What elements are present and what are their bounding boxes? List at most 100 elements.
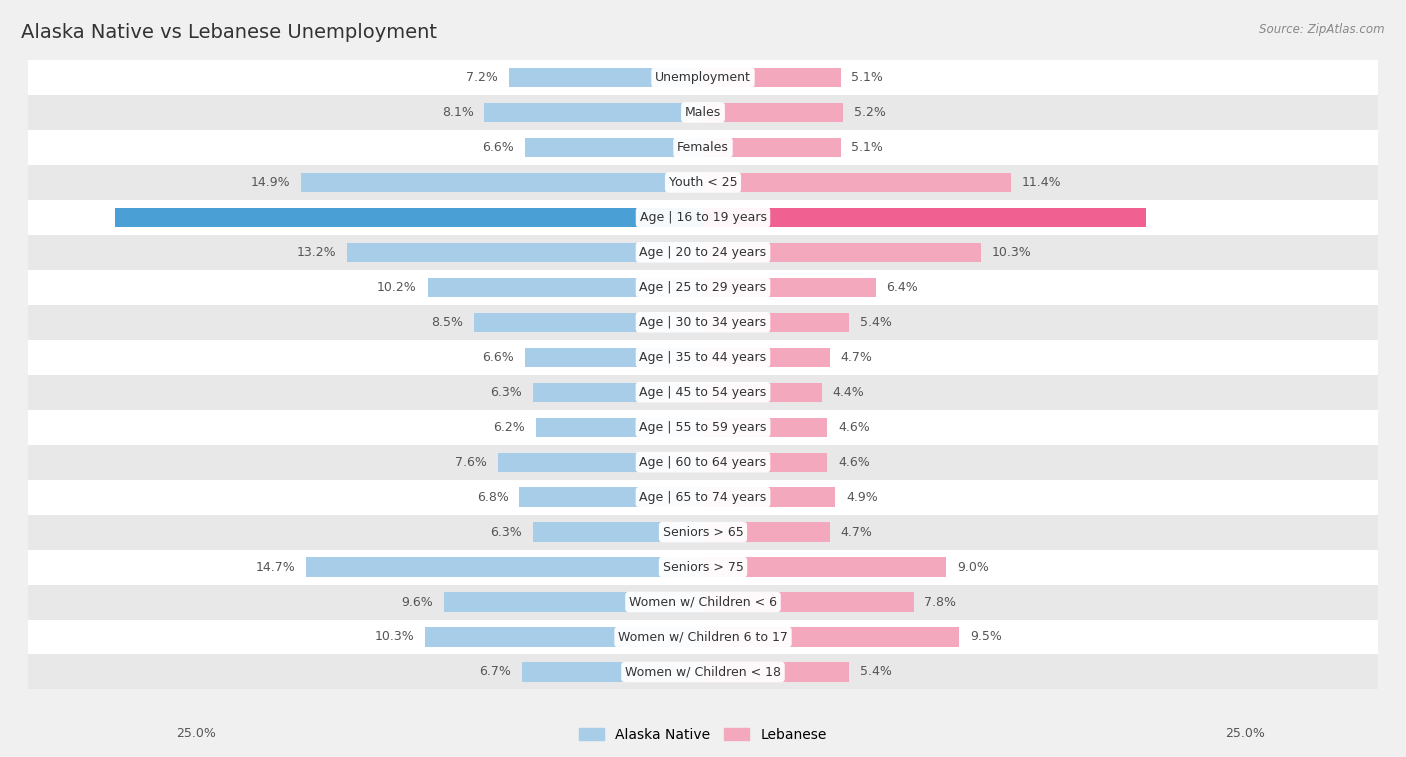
Bar <box>703 138 841 157</box>
Text: 6.6%: 6.6% <box>482 141 515 154</box>
Text: 10.3%: 10.3% <box>374 631 415 643</box>
Bar <box>28 410 1378 444</box>
Text: 6.3%: 6.3% <box>491 525 522 538</box>
Bar <box>703 207 1146 227</box>
Text: Age | 60 to 64 years: Age | 60 to 64 years <box>640 456 766 469</box>
Text: Age | 25 to 29 years: Age | 25 to 29 years <box>640 281 766 294</box>
Text: Age | 65 to 74 years: Age | 65 to 74 years <box>640 491 766 503</box>
Bar <box>28 550 1378 584</box>
Text: 7.2%: 7.2% <box>465 71 498 84</box>
Text: 14.9%: 14.9% <box>250 176 290 189</box>
Bar <box>444 593 703 612</box>
Bar <box>524 138 703 157</box>
Text: 5.4%: 5.4% <box>859 316 891 329</box>
Text: 4.7%: 4.7% <box>841 525 873 538</box>
Text: 6.6%: 6.6% <box>482 350 515 363</box>
Text: 5.2%: 5.2% <box>855 106 886 119</box>
Bar <box>703 347 830 367</box>
Bar <box>28 375 1378 410</box>
Text: Youth < 25: Youth < 25 <box>669 176 737 189</box>
Text: 4.4%: 4.4% <box>832 386 865 399</box>
Bar <box>28 655 1378 690</box>
Bar <box>28 95 1378 130</box>
Bar <box>498 453 703 472</box>
Text: Males: Males <box>685 106 721 119</box>
Text: 6.4%: 6.4% <box>887 281 918 294</box>
Bar <box>347 243 703 262</box>
Bar <box>703 382 821 402</box>
Bar <box>703 173 1011 192</box>
Bar <box>703 418 827 437</box>
Text: Age | 35 to 44 years: Age | 35 to 44 years <box>640 350 766 363</box>
Text: Alaska Native vs Lebanese Unemployment: Alaska Native vs Lebanese Unemployment <box>21 23 437 42</box>
Bar <box>703 593 914 612</box>
Bar <box>703 662 849 681</box>
Text: Age | 16 to 19 years: Age | 16 to 19 years <box>640 211 766 224</box>
Text: 25.0%: 25.0% <box>1226 727 1265 740</box>
Bar <box>28 480 1378 515</box>
Bar <box>703 103 844 122</box>
Bar <box>28 584 1378 619</box>
Text: 25.0%: 25.0% <box>176 727 215 740</box>
Text: 9.6%: 9.6% <box>401 596 433 609</box>
Text: 21.8%: 21.8% <box>37 211 80 224</box>
Bar <box>28 269 1378 305</box>
Legend: Alaska Native, Lebanese: Alaska Native, Lebanese <box>574 722 832 747</box>
Bar <box>484 103 703 122</box>
Text: 6.2%: 6.2% <box>494 421 524 434</box>
Text: 4.7%: 4.7% <box>841 350 873 363</box>
Bar <box>28 200 1378 235</box>
Bar <box>28 130 1378 165</box>
Bar <box>307 557 703 577</box>
Bar <box>28 165 1378 200</box>
Text: 6.3%: 6.3% <box>491 386 522 399</box>
Bar <box>519 488 703 506</box>
Text: Women w/ Children < 6: Women w/ Children < 6 <box>628 596 778 609</box>
Bar <box>703 68 841 87</box>
Text: Females: Females <box>678 141 728 154</box>
Text: 13.2%: 13.2% <box>297 246 336 259</box>
Text: 9.5%: 9.5% <box>970 631 1002 643</box>
Bar <box>703 628 959 646</box>
Bar <box>533 382 703 402</box>
Bar <box>427 278 703 297</box>
Bar <box>703 557 946 577</box>
Text: 10.3%: 10.3% <box>991 246 1032 259</box>
Bar <box>28 305 1378 340</box>
Bar <box>28 340 1378 375</box>
Bar <box>28 515 1378 550</box>
Text: 10.2%: 10.2% <box>377 281 416 294</box>
Text: 7.6%: 7.6% <box>456 456 486 469</box>
Text: 9.0%: 9.0% <box>956 560 988 574</box>
Bar <box>28 235 1378 269</box>
Bar <box>509 68 703 87</box>
Text: 5.1%: 5.1% <box>852 141 883 154</box>
Text: Age | 55 to 59 years: Age | 55 to 59 years <box>640 421 766 434</box>
Bar <box>703 278 876 297</box>
Text: 8.1%: 8.1% <box>441 106 474 119</box>
Bar <box>28 60 1378 95</box>
Bar <box>474 313 703 332</box>
Text: 7.8%: 7.8% <box>924 596 956 609</box>
Text: Seniors > 75: Seniors > 75 <box>662 560 744 574</box>
Bar <box>425 628 703 646</box>
Text: 4.6%: 4.6% <box>838 421 870 434</box>
Text: 14.7%: 14.7% <box>256 560 295 574</box>
Text: 4.9%: 4.9% <box>846 491 877 503</box>
Text: 8.5%: 8.5% <box>430 316 463 329</box>
Text: 16.4%: 16.4% <box>1326 211 1369 224</box>
Text: 6.7%: 6.7% <box>479 665 512 678</box>
Bar <box>703 488 835 506</box>
Text: Women w/ Children 6 to 17: Women w/ Children 6 to 17 <box>619 631 787 643</box>
Text: Age | 20 to 24 years: Age | 20 to 24 years <box>640 246 766 259</box>
Text: 5.4%: 5.4% <box>859 665 891 678</box>
Bar <box>301 173 703 192</box>
Text: Source: ZipAtlas.com: Source: ZipAtlas.com <box>1260 23 1385 36</box>
Text: 4.6%: 4.6% <box>838 456 870 469</box>
Bar <box>524 347 703 367</box>
Bar <box>703 453 827 472</box>
Text: Age | 30 to 34 years: Age | 30 to 34 years <box>640 316 766 329</box>
Bar <box>114 207 703 227</box>
Text: 11.4%: 11.4% <box>1022 176 1062 189</box>
Text: Unemployment: Unemployment <box>655 71 751 84</box>
